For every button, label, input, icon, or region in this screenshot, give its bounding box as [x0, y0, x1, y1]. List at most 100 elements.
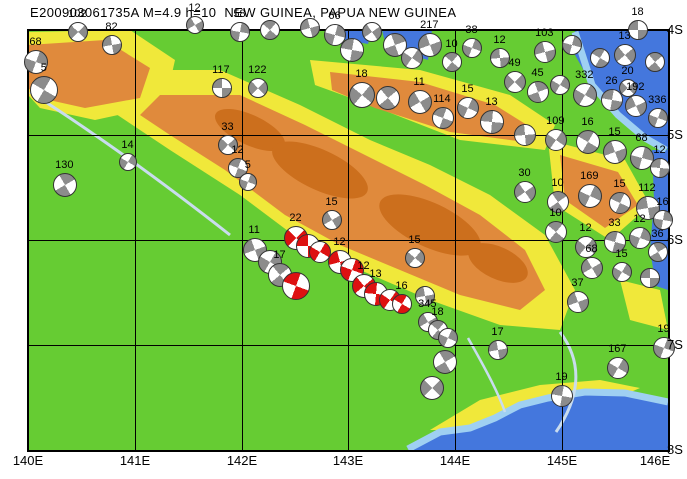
beachball: [322, 210, 342, 230]
beachball-label: 30: [518, 167, 531, 179]
beachball: [442, 52, 462, 72]
beachball: [603, 140, 627, 164]
latitude-label: 6S: [667, 232, 683, 247]
beachball-label: 16: [656, 196, 669, 208]
beachball: [405, 248, 425, 268]
beachball-label: 15: [325, 196, 338, 208]
beachball-label: 15: [408, 234, 421, 246]
beachball-label: 13: [485, 96, 498, 108]
beachball: [567, 291, 589, 313]
beachball: [248, 78, 268, 98]
beachball: [324, 24, 346, 46]
beachball: [462, 38, 482, 58]
beachball: [24, 50, 48, 74]
beachball-label: 130: [55, 159, 74, 171]
beachball-label: 19: [555, 371, 568, 383]
beachball: [628, 20, 648, 40]
beachball: [212, 78, 232, 98]
beachball: [547, 191, 569, 213]
beachball: [401, 47, 423, 69]
beachball: [648, 108, 668, 128]
beachball-label: 109: [546, 115, 565, 127]
longitude-label: 141E: [119, 453, 151, 468]
beachball: [102, 35, 122, 55]
beachball: [418, 33, 442, 57]
beachball: [300, 18, 320, 38]
beachball: [349, 82, 375, 108]
beachball-label: 33: [608, 217, 621, 229]
beachball: [653, 337, 675, 359]
latitude-label: 8S: [667, 442, 683, 457]
beachball: [573, 83, 597, 107]
latitude-label: 7S: [667, 337, 683, 352]
beachball: [438, 328, 458, 348]
beachball: [230, 22, 250, 42]
beachball-label: 11: [413, 76, 425, 88]
beachball-label: 17: [273, 249, 286, 261]
beachball-label: 12: [493, 34, 506, 46]
beachball: [376, 86, 400, 110]
beachball: [480, 110, 504, 134]
beachball-label: 15: [608, 126, 621, 138]
beachball-label: 14: [121, 139, 134, 151]
beachball-label: 12: [231, 144, 244, 156]
beachball: [309, 241, 331, 263]
beachball-label: 45: [531, 67, 544, 79]
longitude-label: 144E: [439, 453, 471, 468]
beachball: [619, 79, 637, 97]
longitude-label: 143E: [332, 453, 364, 468]
beachball-label: 68: [585, 243, 598, 255]
beachball: [551, 385, 573, 407]
beachball-label: 12: [633, 213, 646, 225]
longitude-label: 142E: [226, 453, 258, 468]
beachball: [629, 227, 651, 249]
beachball-label: 18: [631, 6, 644, 18]
beachball-label: 18: [431, 306, 444, 318]
beachball-label: 16: [581, 116, 594, 128]
beachball-label: 15: [461, 83, 474, 95]
beachball-label: 66: [328, 10, 341, 22]
beachball: [488, 340, 508, 360]
beachball-label: 10: [551, 177, 564, 189]
beachball-label: 68: [29, 36, 42, 48]
beachball-label: 112: [638, 182, 656, 194]
beachball: [640, 268, 660, 288]
longitude-label: 140E: [12, 453, 44, 468]
beachball-label: 103: [535, 27, 554, 39]
grid-line-horizontal: [28, 135, 668, 136]
beachball-label: 5: [244, 159, 251, 171]
beachball: [614, 44, 636, 66]
beachball: [514, 181, 536, 203]
beachball-label: 217: [420, 19, 439, 31]
beachball: [648, 242, 668, 262]
beachball: [282, 272, 310, 300]
beachball: [457, 97, 479, 119]
beachball-label: 167: [608, 343, 627, 355]
beachball: [650, 158, 670, 178]
beachball: [514, 124, 536, 146]
beachball-label: 332: [575, 69, 594, 81]
beachball-label: 58: [233, 8, 246, 20]
beachball: [527, 81, 549, 103]
beachball-label: 68: [635, 132, 648, 144]
beachball: [581, 257, 603, 279]
beachball-label: 122: [248, 64, 267, 76]
beachball: [609, 192, 631, 214]
beachball-label: 12: [188, 2, 201, 14]
beachball-label: 15: [615, 248, 628, 260]
beachball-label: 5: [40, 62, 47, 74]
beachball-label: 15: [613, 178, 626, 190]
beachball-label: 36: [651, 228, 664, 240]
beachball: [433, 350, 457, 374]
beachball: [340, 38, 364, 62]
beachball: [30, 76, 58, 104]
beachball-label: 13: [618, 30, 631, 42]
beachball: [590, 48, 610, 68]
beachball-label: 17: [491, 326, 504, 338]
beachball-label: 12: [579, 222, 592, 234]
beachball-label: 12: [333, 236, 346, 248]
beachball: [490, 48, 510, 68]
beachball: [578, 184, 602, 208]
beachball: [625, 95, 647, 117]
